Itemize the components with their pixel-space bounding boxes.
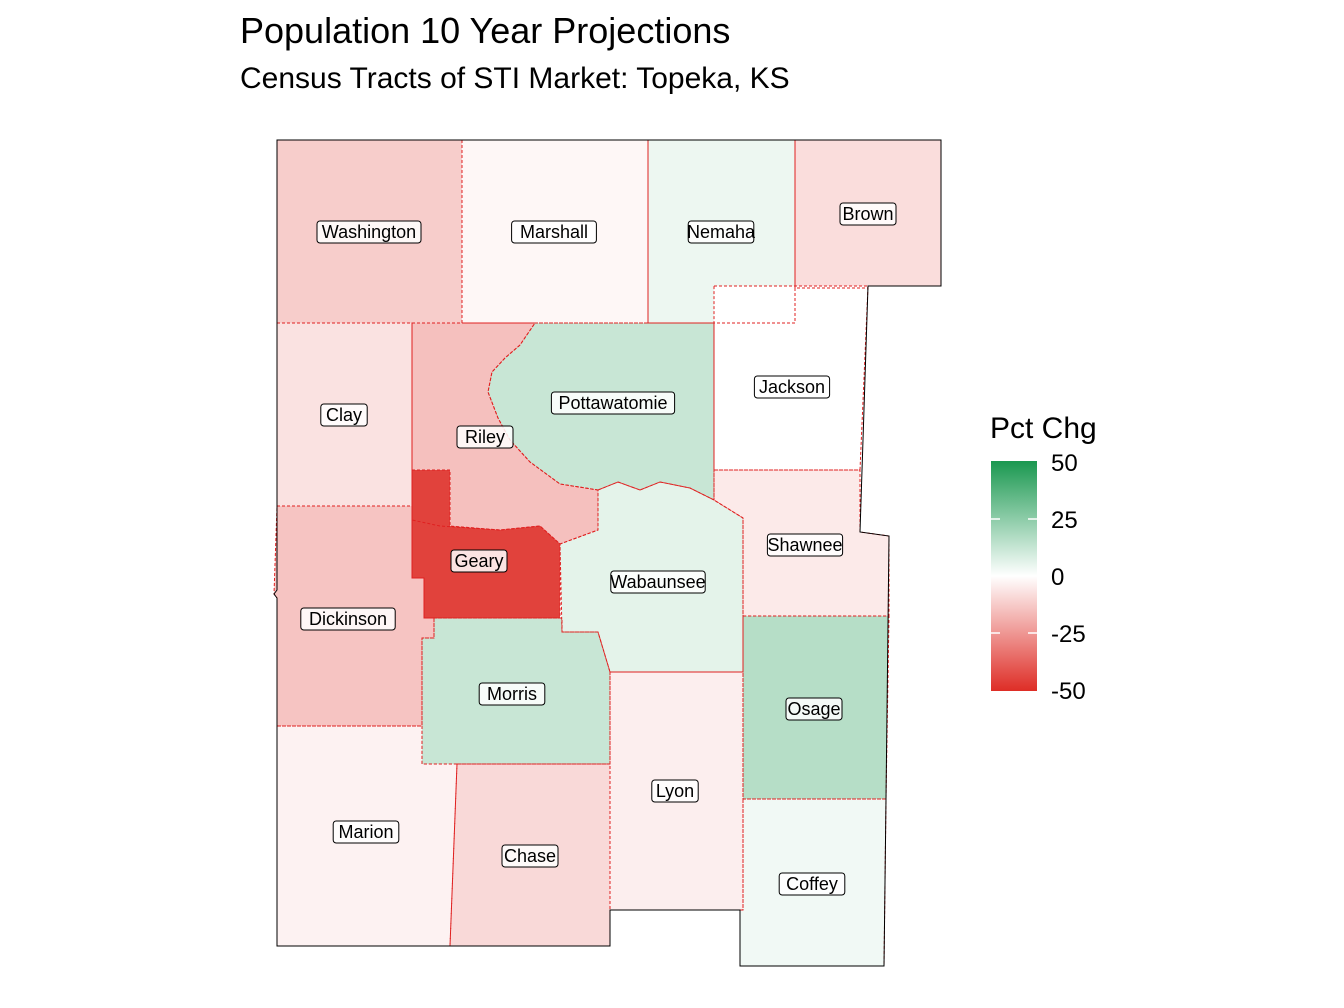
county-label-box — [316, 220, 422, 244]
county-label-geary: Geary — [450, 549, 508, 573]
county-label-clay: Clay — [320, 403, 368, 427]
county-border-wabaunsee — [559, 481, 744, 673]
county-label-box — [332, 820, 400, 844]
county-label-marshall: Marshall — [511, 220, 597, 244]
county-label-box — [753, 375, 831, 399]
county-label-text: Geary — [454, 551, 503, 571]
county-label-box — [778, 872, 846, 896]
legend-tick-label: -50 — [1051, 678, 1086, 705]
legend-tick-label: 0 — [1051, 564, 1065, 591]
county-label-shawnee: Shawnee — [766, 533, 844, 557]
county-label-text: Brown — [842, 204, 893, 224]
legend-tick-label: -25 — [1051, 621, 1086, 648]
county-label-chase: Chase — [501, 844, 559, 868]
county-label-morris: Morris — [478, 682, 546, 706]
county-label-box — [501, 844, 559, 868]
county-border-marshall — [461, 139, 649, 324]
county-label-pottawatomie: Pottawatomie — [550, 391, 676, 415]
county-label-box — [300, 607, 396, 631]
county-label-wabaunsee: Wabaunsee — [610, 570, 706, 594]
county-label-box — [766, 533, 844, 557]
county-label-text: Clay — [326, 405, 362, 425]
legend-tick-label: 50 — [1051, 450, 1078, 477]
county-label-lyon: Lyon — [651, 779, 699, 803]
county-label-text: Osage — [787, 699, 840, 719]
legend-title: Pct Chg — [990, 412, 1097, 445]
county-label-text: Marion — [338, 822, 393, 842]
county-label-box — [839, 202, 897, 226]
county-label-box — [785, 697, 843, 721]
county-label-text: Shawnee — [767, 535, 842, 555]
county-label-nemaha: Nemaha — [687, 220, 756, 244]
county-map: Washington Marshall Nemaha Brown Clay Riley Po… — [273, 139, 942, 967]
county-label-coffey: Coffey — [778, 872, 846, 896]
county-label-box — [478, 682, 546, 706]
county-label-box — [320, 403, 368, 427]
legend-colorbar — [991, 461, 1037, 691]
county-label-text: Riley — [465, 427, 505, 447]
county-label-text: Jackson — [759, 377, 825, 397]
county-label-box — [450, 549, 508, 573]
county-label-text: Lyon — [656, 781, 694, 801]
county-label-riley: Riley — [456, 425, 514, 449]
county-border-pottawatomie — [487, 322, 715, 501]
county-border-jackson — [713, 285, 869, 471]
county-label-brown: Brown — [839, 202, 897, 226]
county-label-dickinson: Dickinson — [300, 607, 396, 631]
county-border-osage — [742, 615, 890, 800]
county-label-washington: Washington — [316, 220, 422, 244]
legend-tick-label: 25 — [1051, 507, 1078, 534]
county-label-text: Chase — [504, 846, 556, 866]
market-outline — [273, 139, 942, 967]
county-label-text: Dickinson — [309, 609, 387, 629]
county-border-lyon — [609, 671, 744, 911]
county-label-box — [456, 425, 514, 449]
county-label-text: Coffey — [786, 874, 838, 894]
county-label-text: Pottawatomie — [558, 393, 667, 413]
county-label-marion: Marion — [332, 820, 400, 844]
county-label-text: Washington — [322, 222, 416, 242]
county-label-text: Nemaha — [687, 222, 756, 242]
county-label-text: Wabaunsee — [610, 572, 705, 592]
chart-title: Population 10 Year Projections — [240, 10, 731, 51]
county-label-box — [687, 220, 755, 244]
county-label-box — [550, 391, 676, 415]
county-label-text: Marshall — [520, 222, 588, 242]
county-label-osage: Osage — [785, 697, 843, 721]
county-label-box — [610, 570, 706, 594]
chart-subtitle: Census Tracts of STI Market: Topeka, KS — [240, 62, 790, 95]
county-label-box — [651, 779, 699, 803]
county-label-text: Morris — [487, 684, 537, 704]
county-label-box — [511, 220, 597, 244]
county-geary — [412, 470, 560, 618]
county-label-jackson: Jackson — [753, 375, 831, 399]
